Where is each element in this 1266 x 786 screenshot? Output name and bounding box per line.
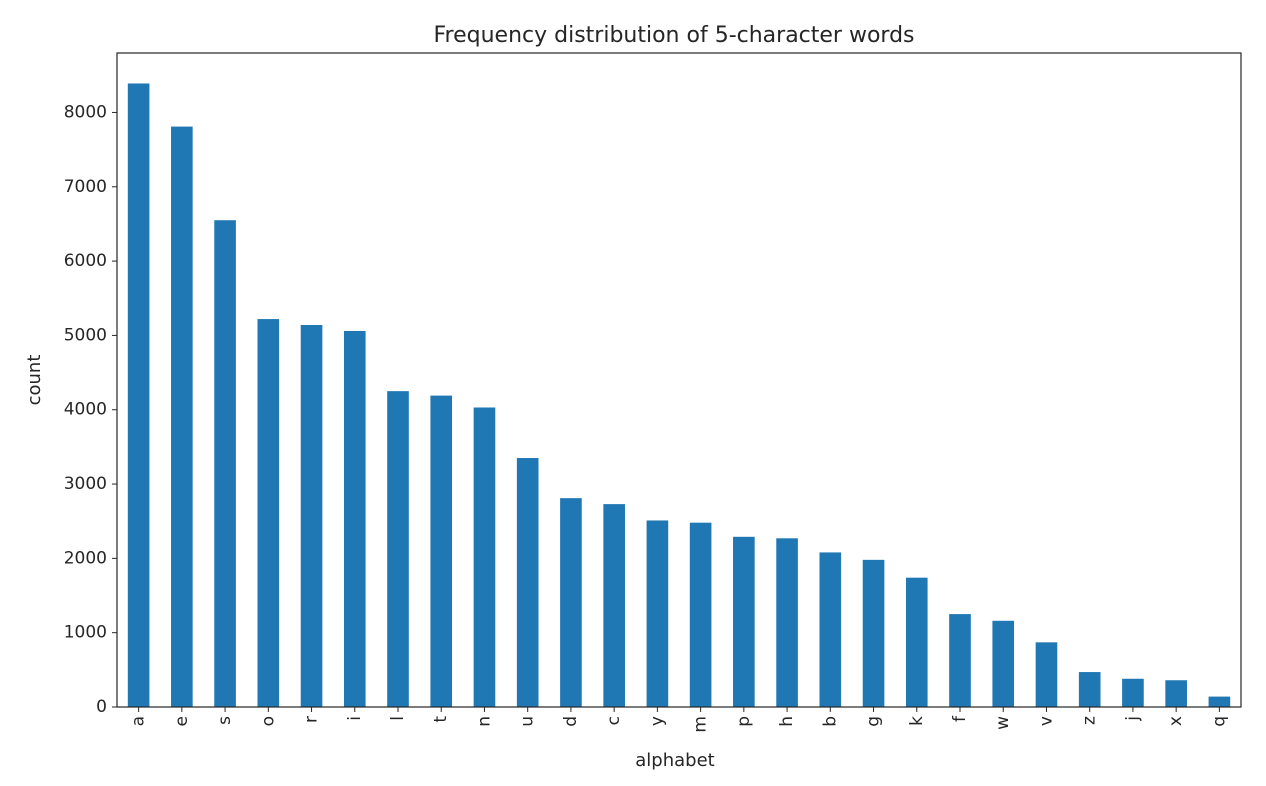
y-tick-label-7000: 7000	[64, 177, 107, 197]
x-tick-label-g: g	[864, 716, 884, 727]
y-tick-label-6000: 6000	[64, 251, 107, 271]
bar-m	[689, 522, 712, 707]
bar-i	[343, 330, 366, 707]
x-tick-label-p: p	[734, 716, 754, 727]
bars-group	[127, 83, 1231, 708]
x-tick-label-s: s	[215, 716, 235, 725]
x-tick-label-u: u	[518, 716, 538, 727]
x-tick-label-n: n	[474, 716, 494, 727]
y-tick-label-3000: 3000	[64, 474, 107, 494]
y-tick-label-5000: 5000	[64, 325, 107, 345]
bar-n	[473, 407, 496, 707]
x-tick-label-v: v	[1036, 716, 1056, 726]
x-tick-label-x: x	[1166, 716, 1186, 726]
bar-t	[430, 395, 453, 707]
bar-q	[1208, 696, 1231, 707]
y-tick-label-8000: 8000	[64, 102, 107, 122]
x-tick-label-m: m	[691, 716, 711, 733]
x-tick-label-h: h	[777, 716, 797, 727]
bar-g	[862, 559, 885, 707]
bar-z	[1078, 672, 1101, 707]
bar-o	[257, 319, 280, 707]
bar-u	[516, 458, 539, 707]
x-tick-label-b: b	[820, 716, 840, 727]
bar-r	[300, 325, 323, 707]
bar-j	[1122, 678, 1144, 707]
bar-f	[949, 614, 971, 707]
y-tick-label-2000: 2000	[64, 548, 107, 568]
x-tick-label-e: e	[172, 716, 192, 726]
y-tick-label-4000: 4000	[64, 400, 107, 420]
x-tick-label-f: f	[950, 715, 970, 722]
y-tick-label-1000: 1000	[64, 623, 107, 643]
bar-h	[776, 538, 798, 707]
x-tick-label-r: r	[302, 716, 322, 723]
x-axis-label: alphabet	[635, 750, 714, 771]
x-tick-label-z: z	[1080, 716, 1100, 725]
x-tick-label-a: a	[129, 716, 149, 726]
bar-v	[1035, 642, 1058, 707]
x-tick-label-d: d	[561, 716, 581, 727]
bar-e	[171, 126, 193, 707]
x-tick-label-k: k	[907, 716, 927, 726]
bar-k	[905, 577, 928, 707]
chart-title: Frequency distribution of 5-character wo…	[433, 23, 914, 48]
x-tick-label-q: q	[1209, 716, 1229, 727]
x-tick-label-o: o	[258, 716, 278, 726]
y-tick-label-0: 0	[96, 697, 107, 717]
bar-c	[603, 504, 625, 707]
bar-x	[1165, 680, 1187, 707]
x-tick-label-y: y	[647, 716, 667, 726]
bar-y	[646, 520, 669, 707]
x-tick-label-w: w	[993, 716, 1013, 730]
bar-s	[214, 220, 236, 707]
bar-a	[127, 83, 150, 708]
y-axis-label: count	[24, 355, 45, 406]
bar-d	[560, 498, 582, 707]
bar-l	[387, 391, 409, 707]
x-tick-label-l: l	[388, 716, 408, 721]
x-tick-label-j: j	[1123, 716, 1143, 722]
x-tick-label-i: i	[345, 716, 365, 721]
plot-frame	[116, 52, 1242, 708]
y-axis-ticks: 0 1000 2000 3000 4000 5000 6000 7000 8000	[64, 102, 117, 717]
x-tick-label-c: c	[604, 716, 624, 725]
bar-b	[819, 552, 842, 707]
bar-p	[733, 536, 755, 707]
x-tick-label-t: t	[431, 716, 451, 723]
bar-w	[992, 620, 1015, 707]
